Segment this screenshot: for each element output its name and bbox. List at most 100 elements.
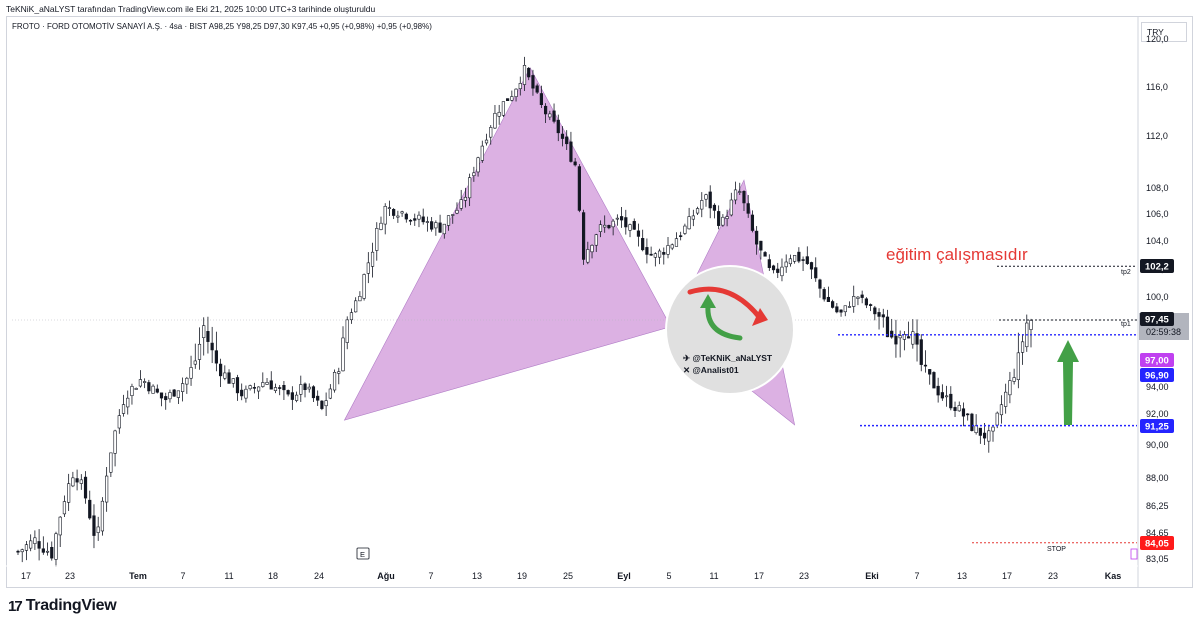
- price-badge: [1140, 419, 1174, 433]
- candle-body: [683, 225, 687, 234]
- candle-body: [704, 194, 708, 200]
- candle-body: [202, 325, 206, 338]
- candle-body: [75, 478, 79, 483]
- time-tick-label: 19: [517, 571, 527, 581]
- candle-body: [273, 387, 278, 391]
- price-tick-label: 100,0: [1146, 292, 1169, 302]
- candle-body: [573, 161, 577, 166]
- candle-body: [662, 252, 666, 255]
- event-marker-edge[interactable]: [1130, 548, 1138, 560]
- candle-body: [303, 383, 307, 391]
- candle-body: [518, 83, 522, 90]
- candle-body: [210, 342, 214, 351]
- candle-body: [539, 93, 543, 105]
- candle-body: [746, 203, 750, 214]
- candle-body: [831, 301, 835, 308]
- candle-body: [826, 296, 830, 303]
- candle-body: [269, 380, 273, 390]
- candle-body: [197, 343, 202, 360]
- candle-body: [307, 386, 311, 390]
- candle-body: [62, 501, 67, 515]
- candle-body: [923, 364, 928, 367]
- currency-label[interactable]: TRY: [1141, 22, 1187, 42]
- candle-body: [290, 392, 294, 400]
- candle-body: [801, 259, 805, 261]
- candle-body: [1012, 377, 1016, 382]
- watermark-x: ✕ @Analist01: [683, 365, 739, 375]
- candle-body: [430, 221, 434, 230]
- candle-body: [370, 251, 375, 267]
- candle-body: [121, 404, 126, 414]
- candle-body: [113, 430, 117, 454]
- candle-body: [383, 205, 387, 225]
- candle-body: [446, 215, 451, 226]
- candle-body: [999, 404, 1004, 416]
- candle-body: [278, 387, 282, 389]
- candle-body: [649, 253, 653, 256]
- time-tick-label: 11: [709, 571, 718, 581]
- candle-body: [252, 387, 256, 389]
- candle-body: [168, 392, 172, 400]
- candle-body: [991, 426, 995, 432]
- candle-body: [67, 483, 71, 503]
- candle-body: [949, 393, 953, 409]
- candle-body: [417, 214, 421, 220]
- event-marker[interactable]: [356, 547, 370, 560]
- price-tick-label: 120,0: [1146, 34, 1169, 44]
- candle-body: [231, 378, 235, 384]
- candle-body: [227, 372, 231, 384]
- watermark-badge: [665, 265, 795, 395]
- annotation-text: eğitim çalışmasıdır: [886, 245, 1028, 264]
- candle-body: [341, 337, 345, 372]
- candle-body: [966, 413, 970, 416]
- price-tick-label: 83,05: [1146, 554, 1169, 564]
- candle-body: [455, 209, 459, 214]
- candle-body: [738, 191, 742, 193]
- candle-body: [248, 385, 252, 390]
- candle-body: [852, 296, 856, 307]
- candle-body: [223, 372, 227, 379]
- candle-body: [1008, 380, 1012, 396]
- time-tick-label: 23: [1048, 571, 1058, 581]
- candle-body: [759, 240, 763, 251]
- candle-body: [404, 213, 408, 220]
- candle-body: [88, 499, 92, 519]
- candle-body: [995, 412, 999, 426]
- candle-body: [864, 298, 868, 306]
- candle-body: [809, 262, 814, 270]
- candle-body: [345, 319, 349, 343]
- candle-body: [666, 245, 670, 255]
- time-tick-label: Eyl: [617, 571, 631, 581]
- candle-body: [45, 550, 50, 553]
- candle-body: [463, 196, 468, 201]
- chart-panel[interactable]: [6, 16, 1193, 588]
- time-tick-label: 24: [314, 571, 324, 581]
- candle-body: [708, 191, 712, 209]
- candle-body: [974, 425, 978, 433]
- candle-body: [885, 316, 890, 338]
- candle-body: [206, 331, 210, 342]
- candle-body: [442, 223, 446, 235]
- candle-body: [788, 258, 793, 265]
- candle-body: [193, 360, 197, 365]
- price-badge-label: 97,00: [1145, 356, 1169, 367]
- candle-body: [636, 230, 641, 237]
- candle-body: [286, 390, 290, 395]
- candle-body: [771, 265, 776, 271]
- candle-body: [159, 392, 164, 399]
- candle-body: [695, 208, 700, 214]
- candle-body: [742, 191, 746, 204]
- candle-body: [586, 249, 590, 263]
- candle-body: [324, 400, 328, 407]
- tradingview-brand: TradingView: [25, 597, 117, 614]
- candle-body: [902, 334, 906, 340]
- tradingview-logo-icon: 17: [8, 597, 23, 615]
- stop-label: STOP: [1047, 546, 1066, 553]
- candle-body: [911, 331, 915, 345]
- candle-body: [932, 372, 936, 389]
- candle-body: [915, 333, 919, 345]
- candle-body: [155, 388, 159, 393]
- candle-body: [396, 215, 400, 218]
- candle-body: [856, 296, 860, 299]
